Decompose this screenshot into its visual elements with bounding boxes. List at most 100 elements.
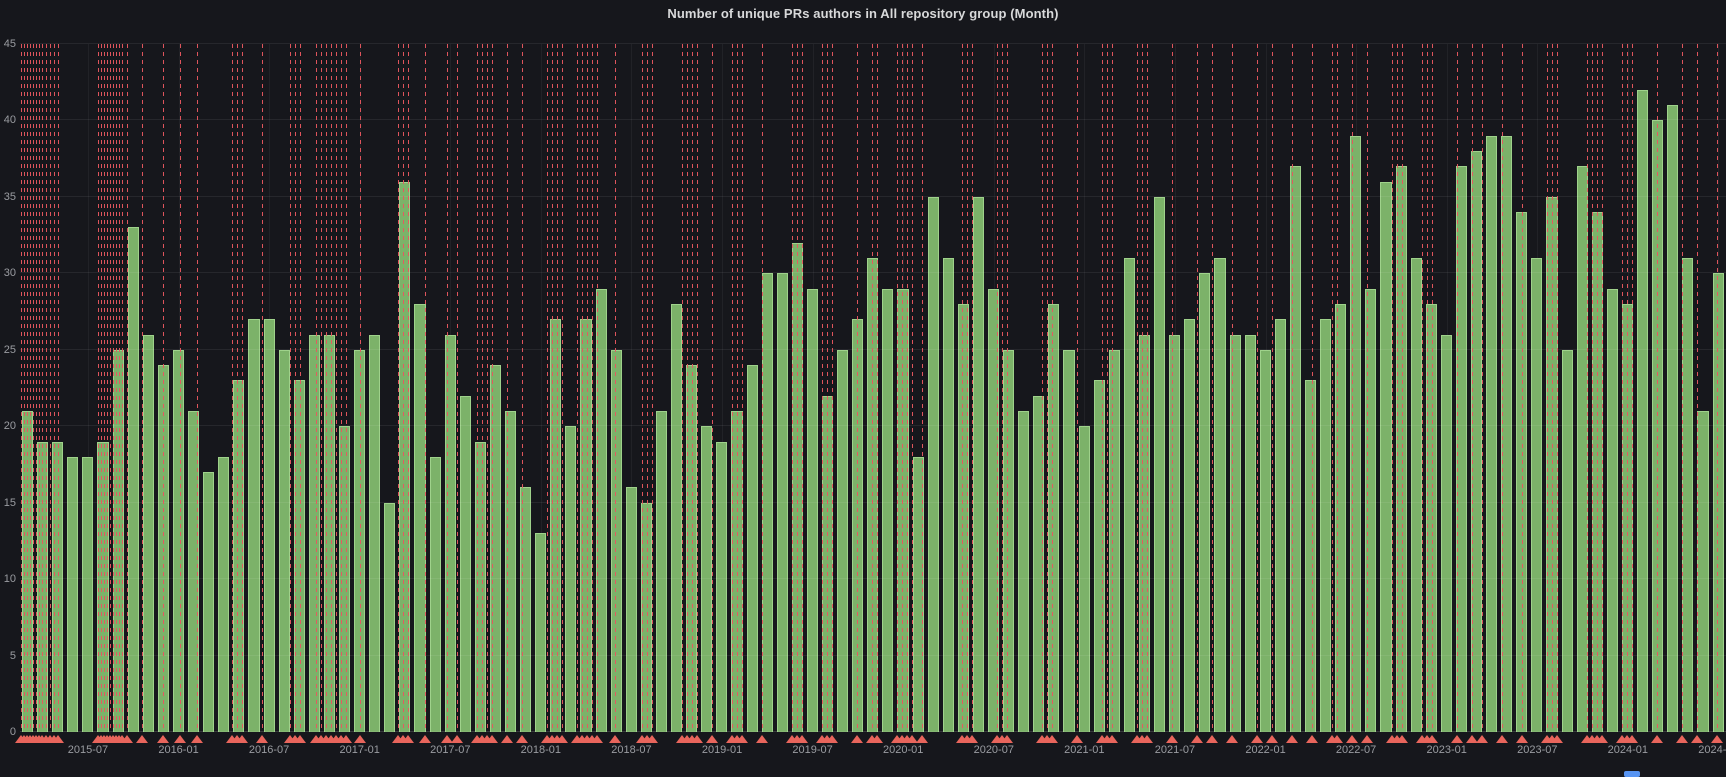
bar[interactable] — [686, 365, 698, 732]
bar[interactable] — [565, 426, 577, 732]
bar[interactable] — [338, 426, 351, 732]
bar[interactable] — [1501, 135, 1513, 732]
bar[interactable] — [761, 273, 773, 732]
bar[interactable] — [1048, 303, 1060, 732]
bar[interactable] — [550, 319, 562, 732]
bar[interactable] — [1531, 258, 1543, 732]
bar[interactable] — [1214, 258, 1226, 732]
annotation-marker-icon[interactable] — [1001, 735, 1013, 743]
bar[interactable] — [882, 288, 894, 732]
bar[interactable] — [1350, 135, 1362, 732]
bar[interactable] — [1455, 166, 1467, 732]
bar[interactable] — [142, 334, 154, 732]
bar[interactable] — [1425, 303, 1437, 732]
bar[interactable] — [308, 334, 320, 732]
bar[interactable] — [1410, 258, 1422, 732]
bar[interactable] — [1244, 334, 1256, 732]
bar[interactable] — [127, 227, 139, 732]
bar[interactable] — [1138, 334, 1151, 732]
annotation-marker-icon[interactable] — [191, 735, 203, 743]
bar[interactable] — [595, 288, 607, 732]
bar[interactable] — [942, 258, 954, 732]
bar[interactable] — [1078, 426, 1090, 732]
bar[interactable] — [369, 334, 381, 732]
bar[interactable] — [1320, 319, 1332, 732]
annotation-marker-icon[interactable] — [173, 735, 186, 743]
annotation-marker-icon[interactable] — [1451, 735, 1463, 743]
bar[interactable] — [489, 365, 501, 732]
bar[interactable] — [746, 365, 758, 732]
legend-marker[interactable] — [1624, 771, 1640, 777]
bar[interactable] — [776, 273, 788, 732]
annotation-marker-icon[interactable] — [756, 735, 768, 743]
bar[interactable] — [1637, 89, 1649, 732]
annotation-marker-icon[interactable] — [1496, 735, 1508, 743]
annotation-marker-icon[interactable] — [1711, 735, 1723, 743]
bar[interactable] — [505, 410, 517, 732]
bar[interactable] — [1108, 349, 1120, 732]
bar[interactable] — [82, 456, 94, 732]
bar[interactable] — [399, 181, 411, 732]
bar[interactable] — [1335, 303, 1347, 732]
annotation-marker-icon[interactable] — [441, 735, 453, 743]
bar[interactable] — [988, 288, 1000, 732]
bar[interactable] — [701, 426, 713, 732]
annotation-marker-icon[interactable] — [796, 735, 808, 743]
bar[interactable] — [1471, 151, 1483, 732]
bar[interactable] — [625, 487, 637, 732]
annotation-marker-icon[interactable] — [1396, 735, 1408, 743]
annotation-marker-icon[interactable] — [1466, 735, 1478, 743]
annotation-marker-icon[interactable] — [1265, 735, 1278, 743]
annotation-marker-icon[interactable] — [1516, 735, 1528, 743]
annotation-marker-icon[interactable] — [871, 735, 883, 743]
annotation-marker-icon[interactable] — [556, 735, 568, 743]
bar[interactable] — [1304, 380, 1317, 732]
bar[interactable] — [1365, 288, 1377, 732]
bar[interactable] — [1486, 135, 1498, 732]
annotation-marker-icon[interactable] — [1190, 735, 1203, 743]
annotation-marker-icon[interactable] — [916, 735, 928, 743]
bar[interactable] — [580, 319, 592, 732]
annotation-marker-icon[interactable] — [1306, 735, 1318, 743]
annotation-marker-icon[interactable] — [1691, 735, 1703, 743]
annotation-marker-icon[interactable] — [354, 735, 366, 743]
bar[interactable] — [655, 410, 668, 732]
bar[interactable] — [806, 288, 818, 732]
annotation-marker-icon[interactable] — [339, 735, 352, 743]
annotation-marker-icon[interactable] — [706, 735, 718, 743]
bar[interactable] — [1380, 181, 1392, 732]
bar[interactable] — [1561, 349, 1573, 732]
bar[interactable] — [67, 456, 79, 732]
bar[interactable] — [1018, 410, 1030, 732]
bar[interactable] — [1184, 319, 1196, 732]
panel-title[interactable]: Number of unique PRs authors in All repo… — [667, 6, 1059, 21]
bar[interactable] — [1154, 196, 1166, 732]
bar[interactable] — [1697, 410, 1709, 732]
bar[interactable] — [414, 303, 426, 732]
bar[interactable] — [731, 410, 743, 732]
bar[interactable] — [1606, 288, 1618, 732]
annotation-marker-icon[interactable] — [1046, 735, 1058, 743]
annotation-marker-icon[interactable] — [1651, 735, 1663, 743]
bar[interactable] — [1063, 349, 1075, 732]
bar[interactable] — [1033, 395, 1045, 732]
annotation-marker-icon[interactable] — [966, 735, 978, 743]
bar[interactable] — [384, 502, 396, 732]
bar[interactable] — [1169, 334, 1181, 732]
annotation-marker-icon[interactable] — [501, 735, 513, 743]
annotation-marker-icon[interactable] — [256, 735, 268, 743]
annotation-marker-icon[interactable] — [590, 735, 603, 743]
annotation-marker-icon[interactable] — [1331, 735, 1343, 743]
annotation-marker-icon[interactable] — [1346, 735, 1358, 743]
bar[interactable] — [1093, 380, 1105, 732]
annotation-marker-icon[interactable] — [736, 735, 748, 743]
annotation-marker-icon[interactable] — [1106, 735, 1118, 743]
bar[interactable] — [218, 456, 230, 732]
annotation-marker-icon[interactable] — [906, 735, 918, 743]
annotation-marker-icon[interactable] — [516, 735, 528, 743]
bar[interactable] — [444, 334, 456, 732]
bar[interactable] — [1199, 273, 1211, 732]
bar[interactable] — [293, 380, 305, 732]
bar[interactable] — [1274, 319, 1286, 732]
bar[interactable] — [837, 349, 849, 732]
